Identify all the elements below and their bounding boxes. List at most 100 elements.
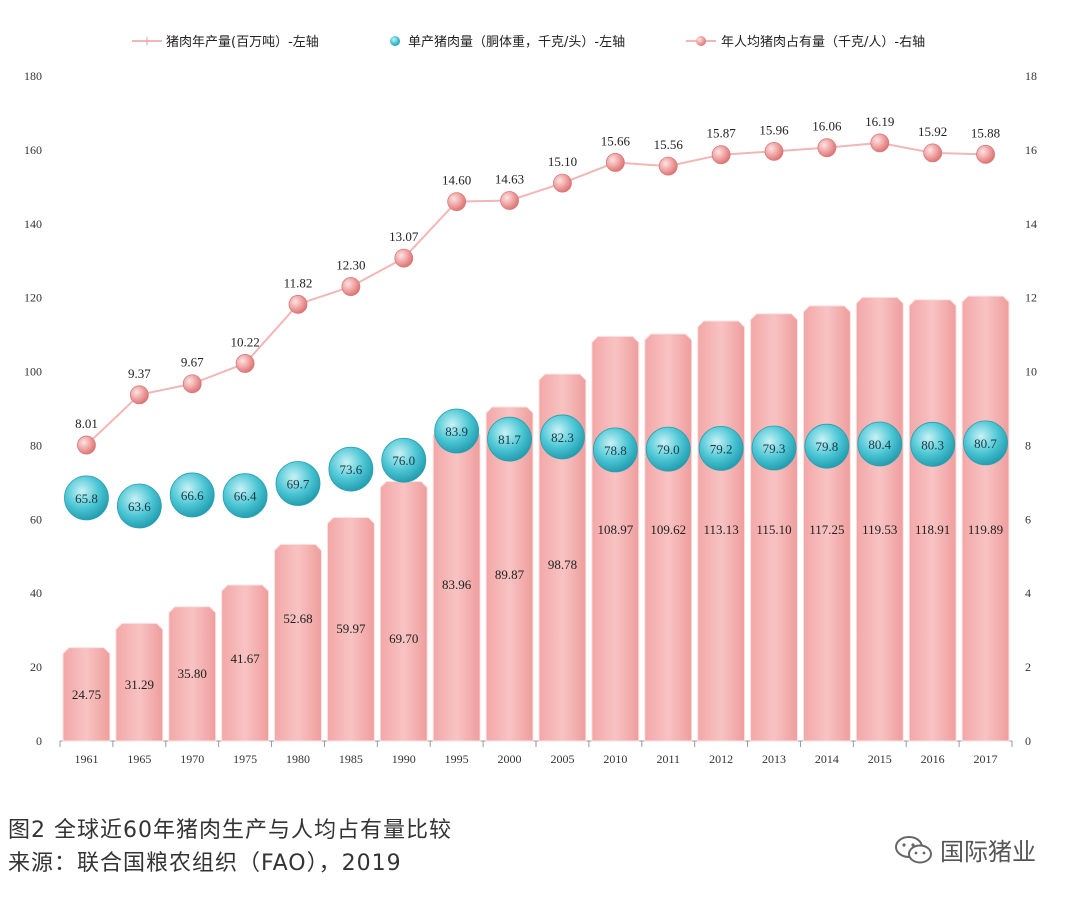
y-right-tick-label: 18	[1025, 69, 1037, 83]
line-marker	[394, 248, 414, 268]
bubble-value-label: 66.4	[234, 489, 257, 504]
bar	[485, 406, 534, 742]
x-tick-label: 2000	[498, 752, 522, 766]
line-marker	[341, 277, 361, 296]
line-marker	[658, 156, 678, 176]
line-marker	[500, 191, 519, 210]
x-tick-label: 2011	[656, 752, 680, 766]
y-left-tick-label: 80	[30, 438, 42, 452]
source-caption: 来源：联合国粮农组织（FAO），2019	[8, 851, 402, 876]
y-left-tick-label: 40	[30, 586, 42, 600]
line-value-label: 14.60	[442, 173, 471, 188]
bubble-value-label: 79.2	[710, 441, 733, 456]
y-right-tick-label: 8	[1025, 438, 1031, 452]
bubble	[116, 483, 162, 529]
y-left-tick-label: 100	[24, 365, 42, 379]
y-right-tick-label: 6	[1025, 512, 1031, 526]
bar-value-label: 52.68	[283, 611, 312, 626]
line-value-label: 15.87	[706, 126, 736, 141]
bar	[115, 622, 164, 742]
bar-value-label: 35.80	[178, 666, 207, 681]
bubble	[698, 425, 744, 471]
line-value-label: 15.56	[654, 137, 684, 152]
bar-value-label: 24.75	[72, 687, 101, 702]
bar	[538, 373, 587, 742]
bubble-value-label: 79.8	[816, 439, 839, 454]
line-value-label: 8.01	[75, 416, 98, 431]
line-value-label: 9.67	[181, 355, 204, 370]
bubble	[540, 414, 585, 460]
bubble-value-label: 81.7	[498, 432, 521, 447]
bar	[591, 335, 640, 742]
bubble-value-label: 76.0	[392, 453, 415, 468]
bubble	[328, 446, 374, 492]
bubble	[963, 420, 1008, 466]
figure-caption: 图2 全球近60年猪肉生产与人均占有量比较	[8, 818, 452, 843]
x-tick-label: 2012	[709, 752, 733, 766]
bubble	[645, 426, 691, 472]
line-marker	[817, 138, 837, 158]
line-value-label: 16.06	[812, 119, 842, 134]
line-value-label: 15.88	[971, 125, 1000, 140]
line-marker	[553, 173, 572, 193]
y-left-tick-label: 60	[30, 512, 42, 526]
y-right-tick-label: 16	[1025, 143, 1037, 157]
legend: 猪肉年产量(百万吨）-左轴 单产猪肉量（胴体重，千克/头）-左轴 年人均猪肉占有量（…	[132, 34, 925, 50]
bubble	[592, 427, 638, 473]
bar	[802, 305, 851, 742]
bar	[379, 480, 428, 742]
bubble	[381, 437, 427, 483]
bubble	[169, 472, 215, 518]
legend-label-per-capita: 年人均猪肉占有量（千克/人）-右轴	[721, 35, 925, 50]
y-right-tick-label: 10	[1025, 365, 1037, 379]
line-marker	[711, 145, 731, 165]
y-right-tick-label: 4	[1025, 586, 1031, 600]
line-marker	[764, 141, 784, 161]
bubble-value-label: 79.3	[763, 441, 786, 456]
bubble-value-label: 69.7	[287, 476, 310, 491]
y-left-tick-label: 20	[30, 660, 42, 674]
bar-value-label: 119.53	[862, 522, 897, 537]
y-right-tick-label: 0	[1025, 734, 1031, 748]
x-tick-label: 1970	[180, 752, 204, 766]
y-right-tick-label: 14	[1025, 217, 1037, 231]
line-marker	[605, 153, 625, 172]
bubble-value-label: 80.7	[974, 436, 997, 451]
bar-value-label: 89.87	[495, 567, 525, 582]
bar	[168, 606, 217, 742]
bubble-value-label: 79.0	[657, 442, 680, 457]
bubble	[910, 421, 956, 467]
bar-value-label: 108.97	[597, 522, 633, 537]
line-marker	[447, 192, 467, 212]
y-right-tick-label: 12	[1025, 291, 1037, 305]
x-tick-label: 1965	[127, 752, 151, 766]
bar-value-label: 59.97	[336, 621, 366, 636]
x-tick-label: 1995	[445, 752, 469, 766]
bar-value-label: 119.89	[968, 522, 1003, 537]
bubble	[434, 408, 480, 454]
bubble	[857, 421, 903, 467]
line-marker	[870, 133, 890, 153]
bar	[62, 647, 111, 742]
line-value-label: 15.96	[759, 122, 789, 137]
line-marker	[129, 385, 149, 405]
bubble-value-label: 73.6	[340, 462, 363, 477]
y-left-tick-label: 120	[24, 291, 42, 305]
bubble-value-label: 82.3	[551, 430, 574, 445]
line-value-label: 14.63	[495, 172, 524, 187]
bubble-value-label: 80.3	[921, 437, 944, 452]
bar	[326, 516, 375, 742]
line-value-label: 11.82	[284, 275, 313, 290]
bar	[855, 296, 904, 742]
chart: 猪肉年产量(百万吨）-左轴 单产猪肉量（胴体重，千克/头）-左轴 年人均猪肉占有量（…	[24, 34, 1037, 766]
bubble-series: 65.8 63.6 66.6 66.4 69.7 73.6 76.0 83.9 81.7 82.3…	[64, 408, 1008, 529]
bar-series: 24.7531.2935.8041.6752.6859.9769.7083.96…	[62, 295, 1010, 742]
watermark: 国际猪业	[894, 832, 1036, 867]
bubble-value-label: 80.4	[868, 437, 891, 452]
watermark-text: 国际猪业	[940, 838, 1036, 866]
line-series: 8.01 9.37 9.67 10.22 11.82 12.30 13.07 14.60 14.…	[75, 114, 1000, 455]
line-value-label: 15.92	[918, 124, 947, 139]
bubble-value-label: 78.8	[604, 443, 627, 458]
x-tick-label: 2010	[603, 752, 627, 766]
line-marker	[923, 143, 943, 163]
